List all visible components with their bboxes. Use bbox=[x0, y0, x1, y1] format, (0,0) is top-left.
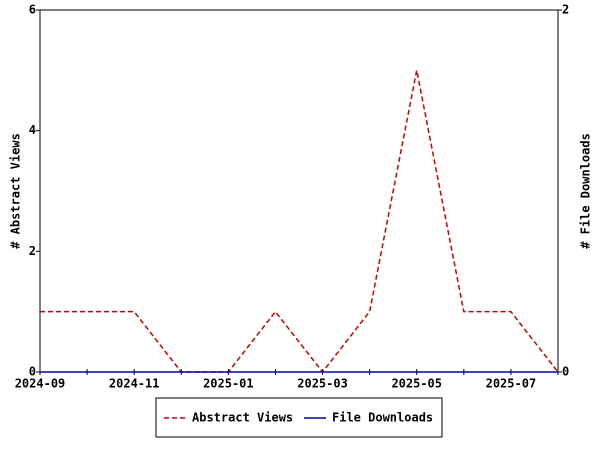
y2-tick-label: 0 bbox=[562, 365, 569, 379]
y2-axis-label: # File Downloads bbox=[579, 133, 593, 249]
y-tick-label: 4 bbox=[29, 123, 36, 137]
series-line bbox=[40, 70, 559, 374]
x-tick-label: 2025-07 bbox=[486, 377, 537, 391]
y-tick-label: 2 bbox=[29, 244, 36, 258]
x-tick-label: 2024-09 bbox=[15, 377, 66, 391]
legend-label: Abstract Views bbox=[192, 411, 293, 425]
y2-tick-label: 2 bbox=[562, 3, 569, 17]
plot-frame bbox=[39, 9, 559, 373]
x-tick-label: 2025-03 bbox=[297, 377, 348, 391]
x-tick-label: 2025-01 bbox=[203, 377, 254, 391]
x-tick-label: 2025-05 bbox=[391, 377, 442, 391]
x-tick-label: 2024-11 bbox=[109, 377, 160, 391]
legend-label: File Downloads bbox=[332, 411, 433, 425]
y-tick-label: 6 bbox=[29, 3, 36, 17]
legend-box bbox=[155, 397, 443, 438]
y-tick-label: 0 bbox=[29, 365, 36, 379]
y-axis-label: # Abstract Views bbox=[9, 133, 23, 249]
